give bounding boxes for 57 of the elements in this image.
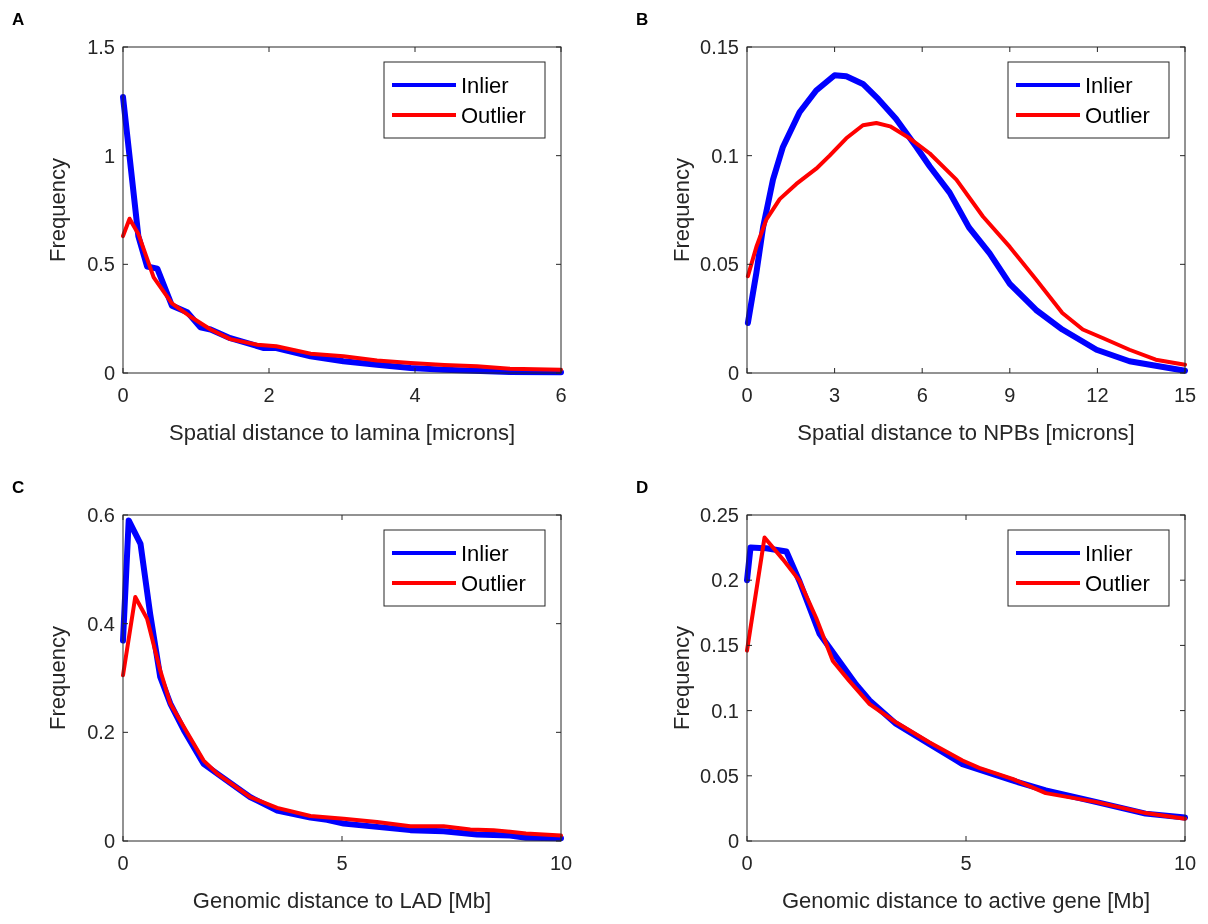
legend-label: Outlier (1085, 570, 1150, 596)
legend-label: Outlier (461, 570, 526, 596)
x-tick-label: 3 (829, 384, 841, 406)
y-axis-title: Frequency (45, 158, 70, 262)
x-axis-title: Spatial distance to NPBs [microns] (797, 420, 1135, 445)
legend-label: Inlier (461, 72, 509, 98)
y-tick-label: 0.05 (700, 253, 739, 276)
y-tick-label: 1.5 (87, 36, 115, 58)
y-tick-label: 0.6 (87, 504, 115, 526)
x-tick-label: 9 (1004, 384, 1016, 406)
x-tick-label: 10 (549, 852, 573, 874)
y-tick-label: 0.15 (700, 36, 739, 58)
y-tick-label: 1 (103, 144, 115, 167)
text: A (12, 10, 25, 29)
legend-label: Outlier (461, 102, 526, 128)
text: B (636, 10, 649, 29)
y-tick-label: 0.2 (711, 569, 739, 592)
x-tick-label: 6 (916, 384, 928, 406)
y-tick-label: 0.1 (711, 699, 739, 722)
x-tick-label: 12 (1086, 384, 1109, 406)
y-tick-label: 0.5 (87, 253, 115, 276)
text: C (12, 478, 25, 497)
x-tick-label: 5 (336, 852, 348, 874)
legend-label: Outlier (1085, 102, 1150, 128)
y-tick-label: 0 (727, 362, 739, 384)
y-tick-label: 0.15 (700, 634, 739, 657)
y-tick-label: 0 (103, 362, 115, 384)
y-tick-label: 0.05 (700, 764, 739, 787)
y-tick-label: 0 (727, 830, 739, 852)
x-tick-label: 0 (117, 852, 129, 874)
x-tick-label: 0 (117, 384, 129, 406)
y-tick-label: 0.4 (87, 612, 115, 635)
x-tick-label: 4 (409, 384, 421, 406)
y-tick-label: 0.1 (711, 144, 739, 167)
y-tick-label: 0.25 (700, 504, 739, 526)
x-tick-label: 15 (1173, 384, 1197, 406)
text: D (636, 478, 649, 497)
x-tick-label: 0 (741, 384, 753, 406)
x-axis-title: Genomic distance to LAD [Mb] (192, 888, 492, 913)
line-series (745, 121, 1187, 367)
line-series (121, 595, 563, 838)
x-tick-label: 10 (1173, 852, 1197, 874)
legend-label: Inlier (1085, 540, 1133, 566)
legend-label: Inlier (461, 540, 509, 566)
x-tick-label: 2 (263, 384, 275, 406)
y-axis-title: Frequency (669, 158, 694, 262)
legend-label: Inlier (1085, 72, 1133, 98)
x-axis-title: Spatial distance to lamina [microns] (168, 420, 516, 445)
y-tick-label: 0.2 (87, 721, 115, 744)
x-tick-label: 5 (960, 852, 972, 874)
y-tick-label: 0 (103, 830, 115, 852)
y-axis-title: Frequency (669, 626, 694, 730)
x-tick-label: 6 (555, 384, 567, 406)
x-tick-label: 0 (741, 852, 753, 874)
x-axis-title: Genomic distance to active gene [Mb] (781, 888, 1151, 913)
line-series (121, 216, 563, 372)
y-axis-title: Frequency (45, 626, 70, 730)
